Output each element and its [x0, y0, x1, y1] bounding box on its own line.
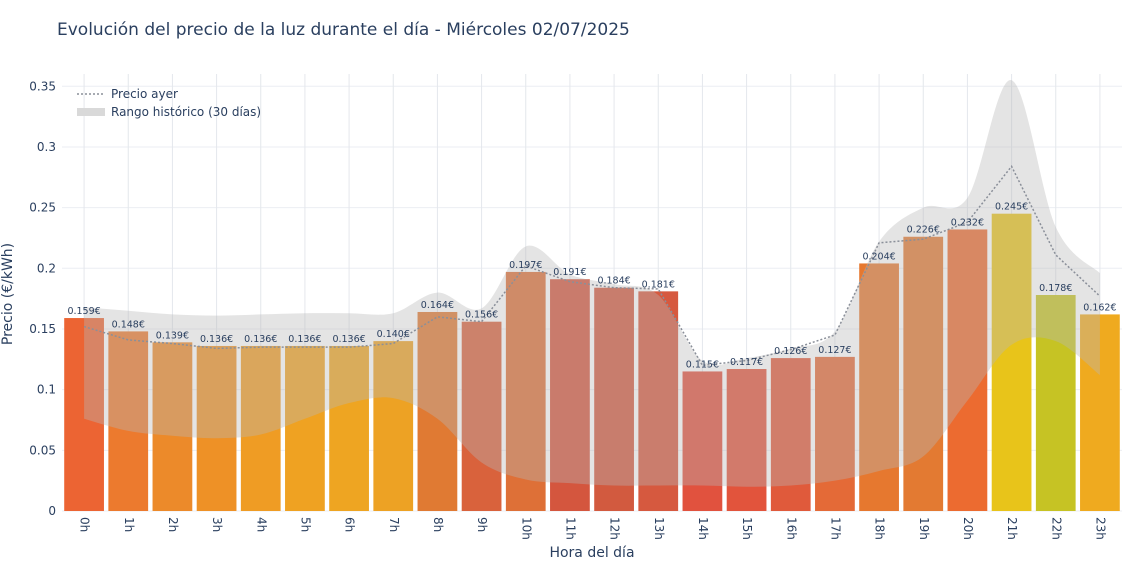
- x-tick-label: 13h: [652, 517, 666, 540]
- bar-5h: [285, 345, 325, 511]
- x-tick-label: 0h: [78, 517, 92, 532]
- y-tick-label: 0.15: [29, 322, 56, 336]
- bar-2h: [152, 342, 193, 511]
- bar-6h: [329, 345, 369, 511]
- bar-8h: [417, 311, 458, 511]
- bar-value-label: 0.126€: [774, 346, 807, 357]
- bar-0h: [64, 318, 104, 511]
- bar-13h: [638, 291, 679, 511]
- bar-1h: [108, 331, 149, 511]
- bar-value-label: 0.139€: [156, 330, 189, 341]
- bar-15h: [726, 369, 767, 511]
- bar-value-label: 0.127€: [818, 345, 851, 356]
- x-tick-label: 9h: [475, 517, 489, 532]
- y-tick-label: 0.05: [29, 443, 56, 457]
- bar-12h: [594, 287, 634, 511]
- x-tick-label: 20h: [961, 517, 975, 540]
- bar-value-label: 0.156€: [465, 310, 498, 321]
- y-tick-label: 0: [48, 504, 56, 518]
- bar-4h: [240, 345, 281, 511]
- y-tick-label: 0.1: [37, 383, 56, 397]
- y-axis-title: Precio (€/kWh): [0, 243, 16, 345]
- x-tick-label: 8h: [431, 517, 445, 532]
- x-tick-label: 2h: [166, 517, 180, 532]
- x-tick-label: 4h: [254, 517, 268, 532]
- x-tick-label: 17h: [828, 517, 842, 540]
- bar-16h: [770, 358, 811, 511]
- x-tick-label: 6h: [343, 517, 357, 532]
- y-tick-label: 0.2: [37, 261, 56, 275]
- bar-value-label: 0.164€: [421, 300, 454, 311]
- price-bars: [64, 213, 1120, 512]
- bar-value-label: 0.140€: [377, 329, 410, 340]
- bar-21h: [991, 213, 1032, 511]
- x-tick-label: 21h: [1005, 517, 1019, 540]
- x-tick-label: 15h: [740, 517, 754, 540]
- x-tick-label: 7h: [387, 517, 401, 532]
- bar-9h: [461, 321, 502, 511]
- historical-range-band: [84, 80, 1100, 487]
- bar-value-labels: 0.159€ 0.148€ 0.139€ 0.136€ 0.136€ 0.136€ 0.13…: [67, 202, 1116, 371]
- y-tick-labels: 0 0.05 0.1 0.15 0.2 0.25 0.3 0.35: [29, 79, 56, 518]
- bar-value-label: 0.136€: [288, 334, 321, 345]
- x-tick-label: 18h: [873, 517, 887, 540]
- x-tick-label: 16h: [784, 517, 798, 540]
- bar-17h: [815, 356, 855, 511]
- bar-value-label: 0.136€: [244, 334, 277, 345]
- legend-label-precio-ayer: Precio ayer: [111, 87, 178, 101]
- bar-value-label: 0.204€: [862, 251, 895, 262]
- legend: Precio ayer Rango histórico (30 días): [77, 87, 261, 119]
- bar-3h: [196, 345, 237, 511]
- chart-title: Evolución del precio de la luz durante e…: [57, 20, 630, 40]
- x-tick-label: 19h: [917, 517, 931, 540]
- x-tick-label: 3h: [210, 517, 224, 532]
- bar-value-label: 0.159€: [67, 306, 100, 317]
- bar-value-label: 0.178€: [1039, 283, 1072, 294]
- bar-value-label: 0.226€: [907, 225, 940, 236]
- x-tick-label: 10h: [519, 517, 533, 540]
- bar-23h: [1080, 314, 1120, 511]
- yesterday-price-line: [83, 164, 1101, 367]
- bar-10h: [505, 271, 546, 511]
- bar-value-label: 0.136€: [332, 334, 365, 345]
- x-tick-label: 12h: [608, 517, 622, 540]
- bar-value-label: 0.148€: [112, 319, 145, 330]
- x-axis-title: Hora del día: [549, 545, 634, 561]
- bar-value-label: 0.117€: [730, 357, 763, 368]
- x-tick-label: 1h: [122, 517, 136, 532]
- bar-value-label: 0.184€: [597, 276, 630, 287]
- bar-value-label: 0.136€: [200, 334, 233, 345]
- bar-18h: [859, 263, 899, 511]
- x-tick-label: 5h: [298, 517, 312, 532]
- bar-value-label: 0.197€: [509, 260, 542, 271]
- bar-value-label: 0.245€: [995, 202, 1028, 213]
- bar-14h: [682, 371, 723, 511]
- y-tick-label: 0.35: [29, 79, 56, 93]
- y-tick-label: 0.3: [37, 140, 56, 154]
- bar-19h: [903, 236, 944, 511]
- y-gridlines: [62, 85, 1122, 512]
- x-tick-label: 23h: [1093, 517, 1107, 540]
- bar-20h: [947, 229, 988, 512]
- x-tick-label: 22h: [1049, 517, 1063, 540]
- bar-11h: [550, 279, 590, 511]
- x-tick-label: 14h: [696, 517, 710, 540]
- x-tick-label: 11h: [563, 517, 577, 540]
- legend-swatch-rango-historico: [77, 108, 105, 116]
- bar-value-label: 0.232€: [951, 217, 984, 228]
- bar-7h: [373, 341, 414, 511]
- y-tick-label: 0.25: [29, 201, 56, 215]
- bar-value-label: 0.191€: [553, 267, 586, 278]
- legend-label-rango-historico: Rango histórico (30 días): [111, 105, 261, 119]
- bar-22h: [1035, 294, 1076, 511]
- bar-value-label: 0.181€: [642, 279, 675, 290]
- bar-value-label: 0.162€: [1083, 302, 1116, 313]
- x-tick-labels: 0h 1h 2h 3h 4h 5h 6h 7h 8h 9h 10h 11h 12h 13h 14h 15h 16…: [78, 517, 1108, 540]
- bar-value-label: 0.115€: [686, 359, 719, 370]
